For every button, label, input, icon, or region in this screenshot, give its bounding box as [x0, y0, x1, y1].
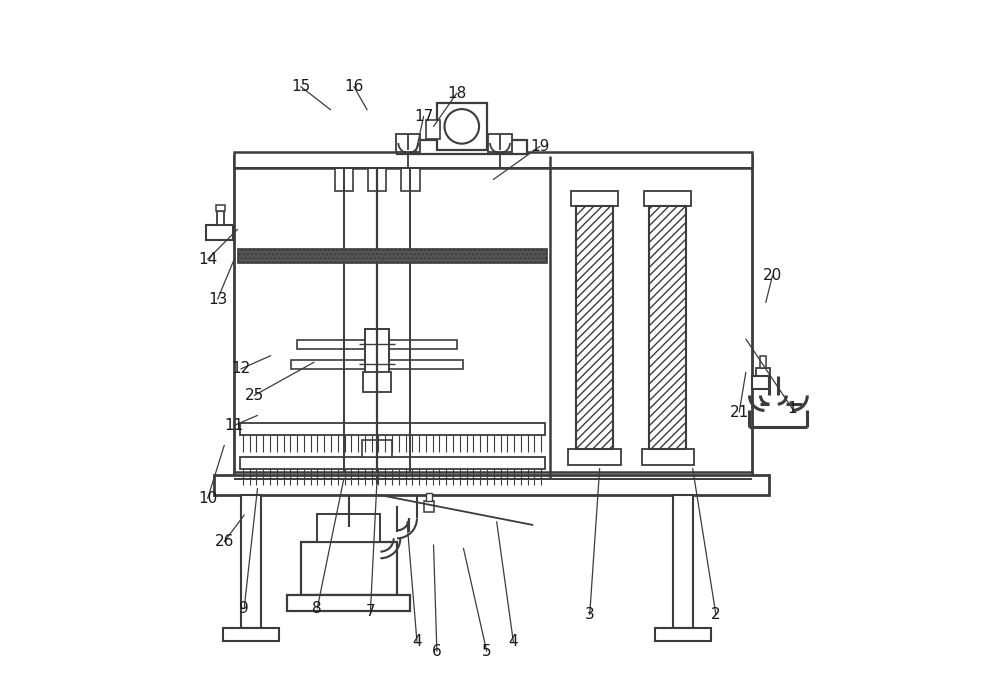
Text: 5: 5	[482, 644, 492, 659]
Bar	[291, 359, 463, 369]
Text: 26: 26	[215, 534, 234, 549]
Text: 8: 8	[312, 601, 322, 616]
Bar	[214, 475, 769, 495]
Bar	[397, 140, 527, 154]
Text: 19: 19	[530, 139, 550, 154]
Text: 14: 14	[198, 252, 217, 266]
Bar	[365, 329, 389, 376]
Bar	[401, 168, 420, 191]
Bar	[426, 493, 432, 501]
Bar	[234, 152, 752, 168]
Bar	[363, 372, 391, 392]
Bar	[234, 157, 752, 479]
Bar	[335, 168, 353, 191]
Text: 25: 25	[245, 388, 264, 403]
Bar	[217, 211, 224, 225]
Text: 15: 15	[291, 79, 310, 94]
Bar	[240, 456, 545, 468]
Bar	[234, 472, 752, 484]
Bar	[341, 527, 357, 542]
Text: 2: 2	[711, 607, 721, 622]
Text: 12: 12	[231, 361, 250, 376]
Text: 4: 4	[508, 634, 518, 649]
Bar	[424, 501, 434, 512]
Bar	[362, 440, 392, 456]
Text: 7: 7	[366, 604, 375, 619]
Bar	[488, 134, 512, 153]
Text: 6: 6	[432, 644, 442, 659]
Bar	[576, 206, 613, 449]
Bar	[206, 225, 233, 240]
Bar	[571, 191, 618, 206]
Text: 21: 21	[730, 405, 749, 420]
Text: 17: 17	[414, 109, 433, 124]
Bar	[297, 340, 457, 349]
Text: 1: 1	[788, 401, 797, 416]
Text: 18: 18	[447, 85, 466, 100]
Bar	[216, 205, 225, 211]
Bar	[238, 250, 547, 262]
Text: 20: 20	[763, 268, 782, 283]
Bar	[655, 628, 711, 641]
Bar	[287, 595, 410, 612]
Bar	[760, 355, 766, 367]
Bar	[317, 514, 380, 542]
Bar	[301, 542, 397, 595]
Bar	[368, 168, 386, 191]
Bar	[223, 628, 279, 641]
Bar	[568, 449, 621, 465]
Bar	[752, 376, 769, 388]
Bar	[396, 134, 420, 153]
Text: 9: 9	[239, 601, 249, 616]
Text: 3: 3	[585, 607, 595, 622]
Bar	[673, 495, 693, 628]
Bar	[644, 191, 691, 206]
Text: 4: 4	[412, 634, 422, 649]
Bar	[241, 495, 261, 628]
Bar	[426, 121, 440, 139]
Bar	[642, 449, 694, 465]
Circle shape	[445, 109, 479, 144]
Bar	[756, 367, 770, 376]
Bar	[240, 423, 545, 435]
Bar	[649, 206, 686, 449]
Text: 10: 10	[198, 491, 217, 506]
Text: 13: 13	[208, 292, 227, 306]
Bar	[437, 103, 487, 150]
Text: 16: 16	[344, 79, 364, 94]
Text: 11: 11	[225, 418, 244, 433]
